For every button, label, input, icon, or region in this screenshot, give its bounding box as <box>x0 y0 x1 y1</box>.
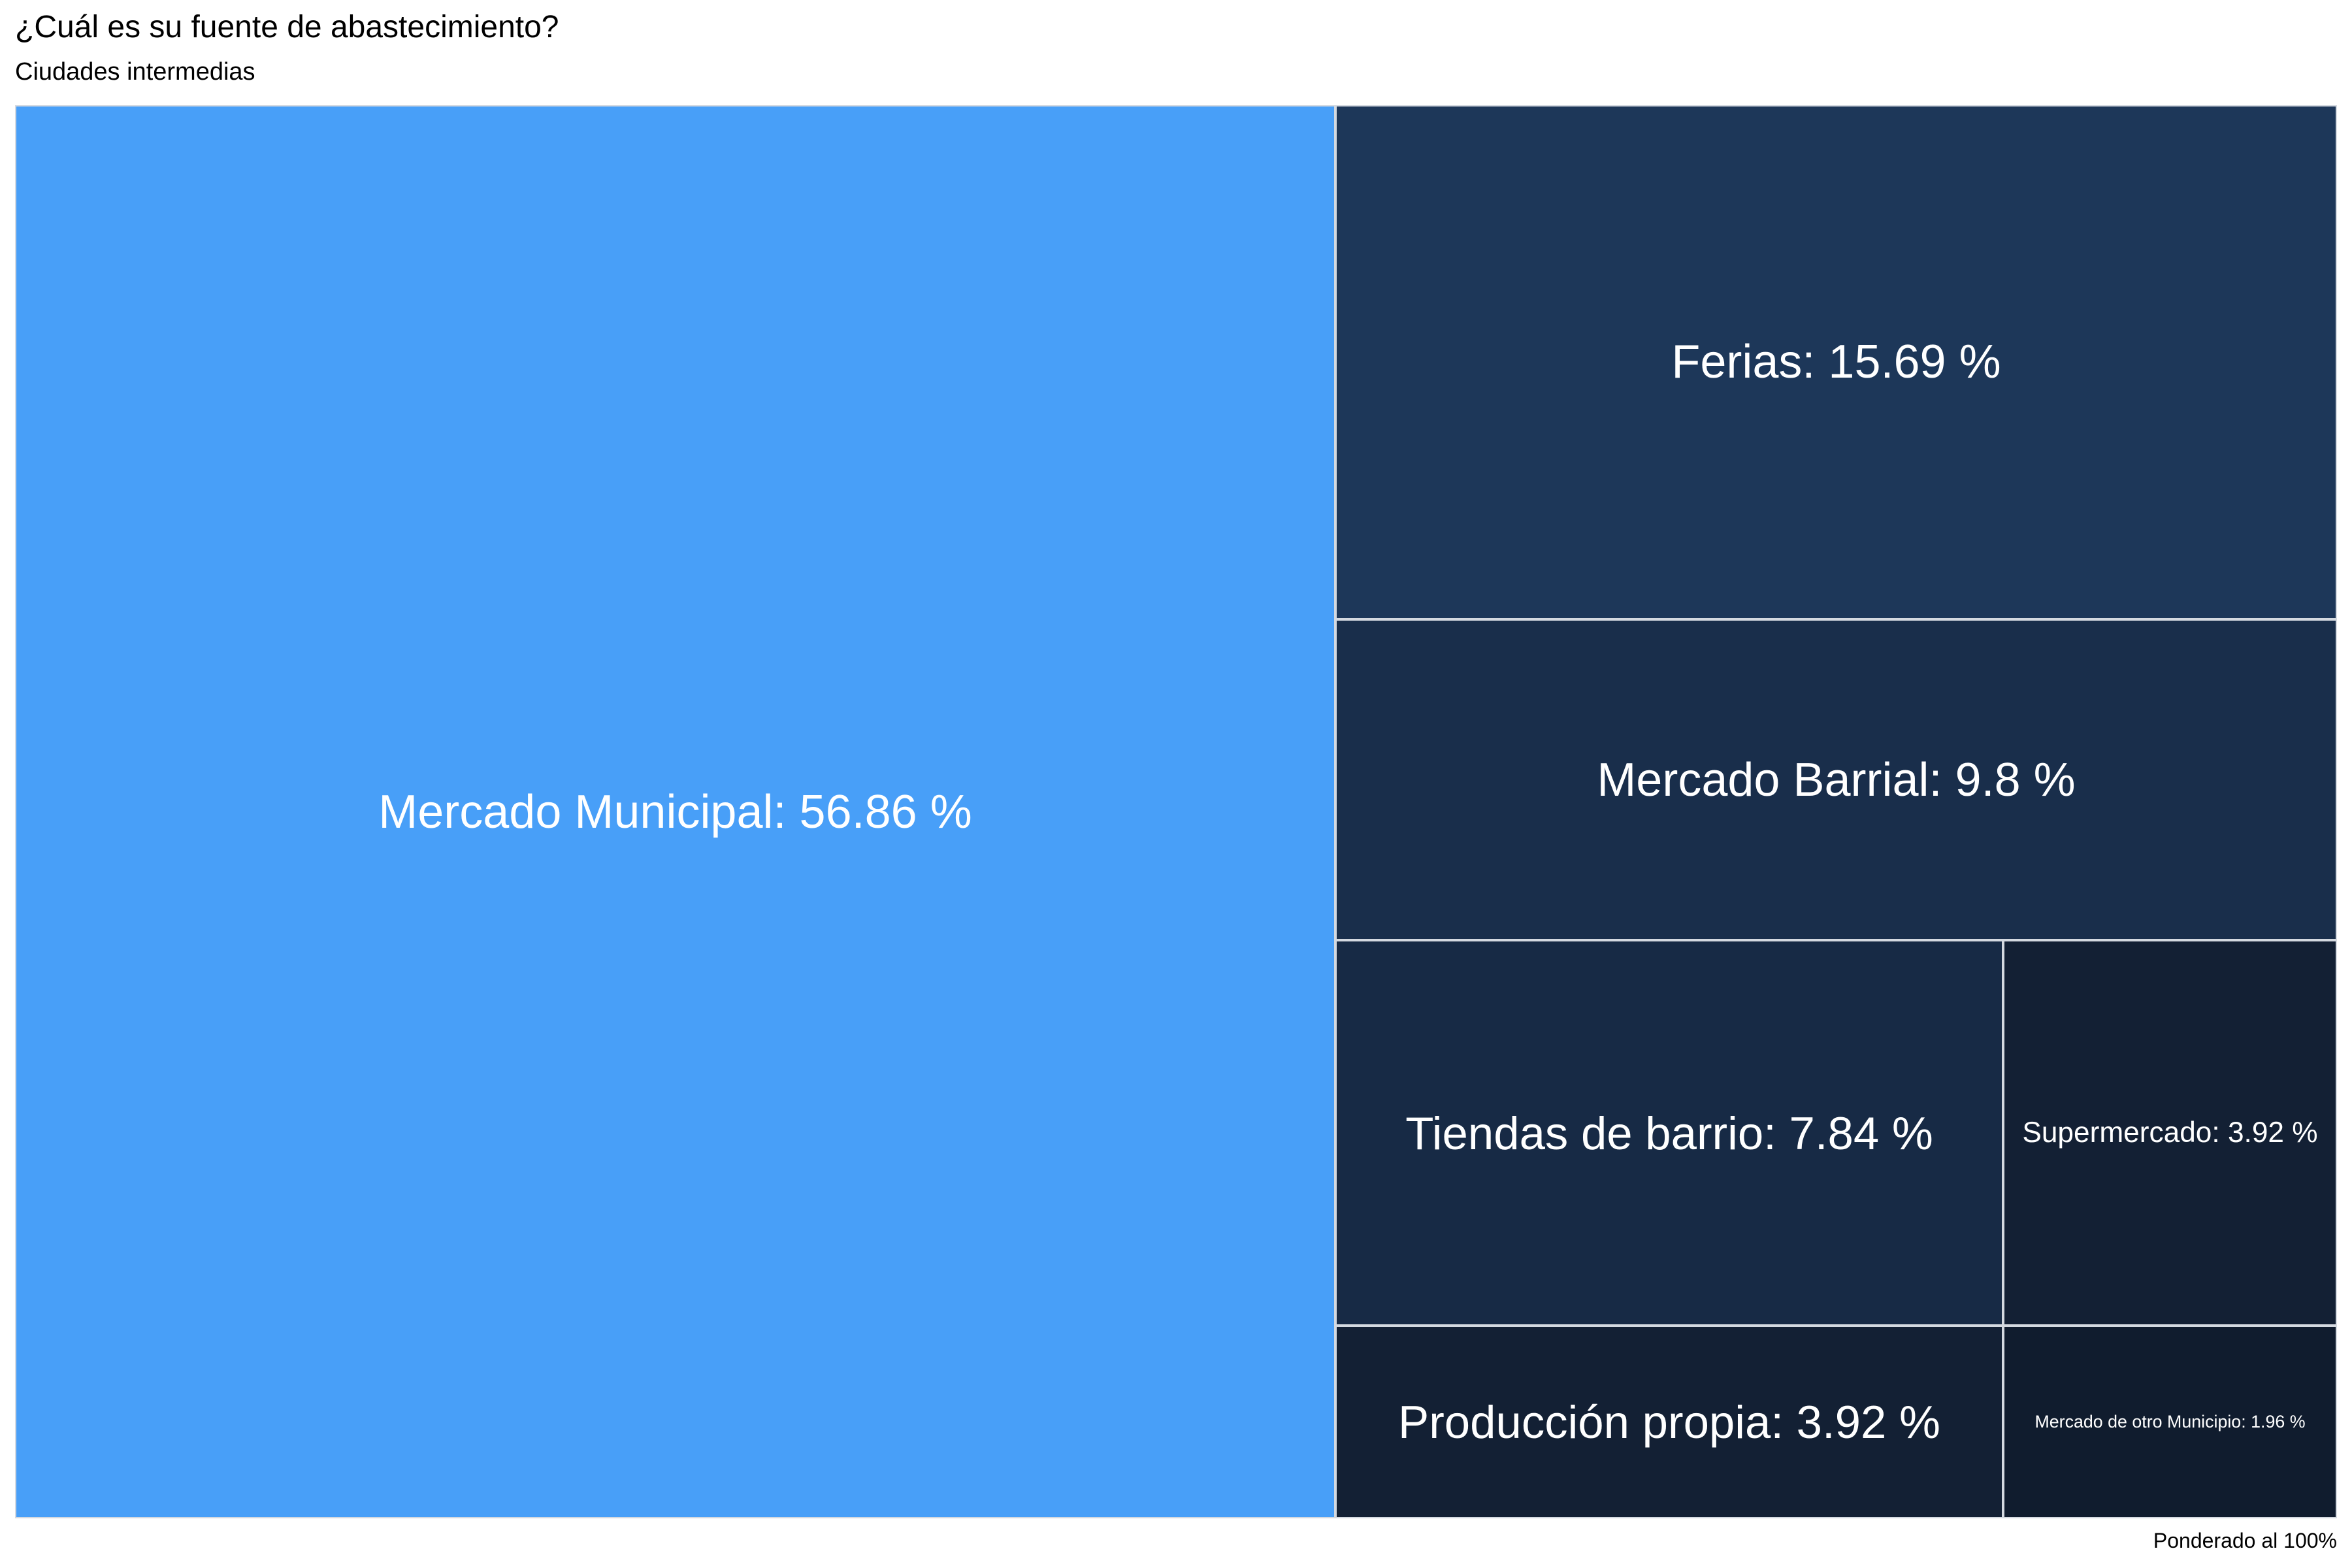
treemap-label-supermercado: Supermercado: 3.92 % <box>2022 1117 2318 1149</box>
chart-title: ¿Cuál es su fuente de abastecimiento? <box>15 10 559 44</box>
treemap-cell-mercado-de-otro-municipio: Mercado de otro Municipio: 1.96 % <box>2003 1326 2337 1518</box>
treemap-cell-mercado-barrial: Mercado Barrial: 9.8 % <box>1335 619 2337 941</box>
treemap-cell-tiendas-de-barrio: Tiendas de barrio: 7.84 % <box>1335 940 2003 1326</box>
treemap-cell-produccion-propia: Producción propia: 3.92 % <box>1335 1326 2003 1518</box>
treemap-cell-mercado-municipal: Mercado Municipal: 56.86 % <box>15 105 1335 1518</box>
treemap-cell-supermercado: Supermercado: 3.92 % <box>2003 940 2337 1326</box>
treemap: Mercado Municipal: 56.86 % Ferias: 15.69 … <box>15 105 2337 1518</box>
treemap-label-mercado-de-otro-municipio: Mercado de otro Municipio: 1.96 % <box>2034 1412 2306 1432</box>
treemap-label-ferias: Ferias: 15.69 % <box>1671 336 2001 389</box>
treemap-label-mercado-barrial: Mercado Barrial: 9.8 % <box>1597 753 2076 806</box>
chart-subtitle: Ciudades intermedias <box>15 58 255 86</box>
treemap-cell-ferias: Ferias: 15.69 % <box>1335 105 2337 619</box>
treemap-label-mercado-municipal: Mercado Municipal: 56.86 % <box>378 785 972 838</box>
treemap-label-tiendas-de-barrio: Tiendas de barrio: 7.84 % <box>1405 1107 1933 1159</box>
chart-caption: Ponderado al 100% <box>2153 1529 2337 1552</box>
treemap-label-produccion-propia: Producción propia: 3.92 % <box>1398 1396 1940 1448</box>
